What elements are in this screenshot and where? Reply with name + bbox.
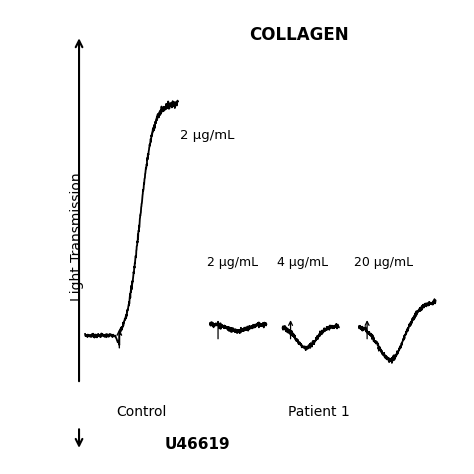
- Text: U46619: U46619: [165, 437, 231, 452]
- Text: 2 μg/mL: 2 μg/mL: [207, 256, 258, 269]
- Text: Control: Control: [116, 405, 167, 419]
- Text: 2 μg/mL: 2 μg/mL: [180, 129, 234, 142]
- Text: 4 μg/mL: 4 μg/mL: [277, 256, 328, 269]
- Text: Light Transmission: Light Transmission: [70, 173, 84, 301]
- Text: COLLAGEN: COLLAGEN: [249, 27, 348, 45]
- Text: Patient 1: Patient 1: [288, 405, 350, 419]
- Text: 20 μg/mL: 20 μg/mL: [354, 256, 413, 269]
